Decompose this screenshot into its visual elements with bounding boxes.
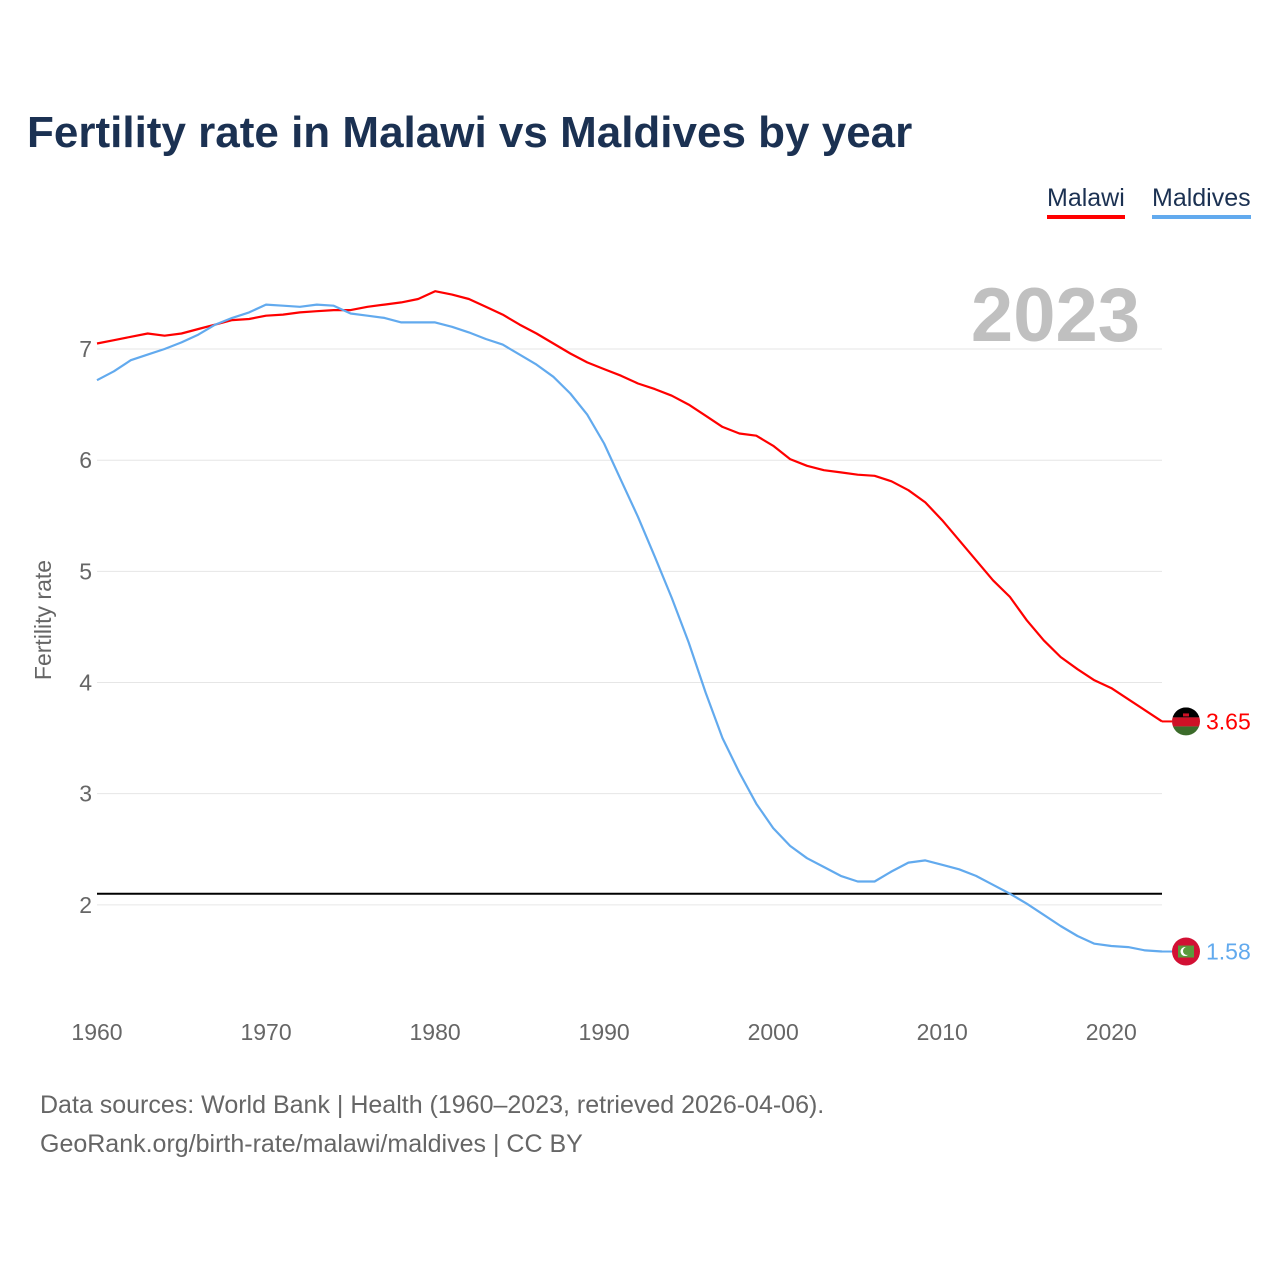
end-value-label: 1.58	[1206, 939, 1251, 965]
flag-sun	[1183, 713, 1189, 717]
legend-item-maldives[interactable]: Maldives	[1152, 184, 1251, 219]
flag-body	[1172, 707, 1200, 736]
flag-stripe-black	[1172, 707, 1200, 718]
source-link[interactable]: GeoRank.org/birth-rate/malawi/maldives |…	[40, 1130, 583, 1158]
x-tick-label: 1990	[579, 1019, 630, 1045]
maldives-flag-icon	[1172, 937, 1200, 966]
footer: Data sources: World Bank | Health (1960–…	[40, 1086, 824, 1164]
data-source-text: Data sources: World Bank | Health (1960–…	[40, 1091, 825, 1119]
x-tick-label: 1960	[71, 1019, 122, 1045]
y-tick-label: 6	[79, 447, 92, 473]
x-tick-label: 1980	[410, 1019, 461, 1045]
x-tick-label: 1970	[240, 1019, 291, 1045]
y-tick-label: 5	[79, 558, 92, 584]
y-tick-label: 2	[79, 892, 92, 918]
flag-stripe-green	[1172, 726, 1200, 736]
malawi-flag-icon	[1172, 707, 1200, 736]
end-value-label: 3.65	[1206, 708, 1251, 734]
series-line-maldives	[96, 303, 1163, 953]
crescent-inner	[1183, 947, 1191, 956]
legend-item-malawi[interactable]: Malawi	[1047, 184, 1125, 219]
flag-body	[1172, 937, 1200, 966]
series-line-malawi	[96, 290, 1163, 723]
flag-stripe-red	[1172, 717, 1200, 727]
x-tick-label: 2010	[917, 1019, 968, 1045]
chart-title: Fertility rate in Malawi vs Maldives by …	[27, 108, 913, 157]
x-tick-label: 2020	[1086, 1019, 1137, 1045]
y-tick-label: 4	[79, 670, 92, 696]
year-label: 2023	[971, 273, 1140, 358]
y-axis-label: Fertility rate	[30, 560, 56, 680]
y-tick-label: 7	[79, 336, 92, 362]
x-tick-label: 2000	[748, 1019, 799, 1045]
y-tick-label: 3	[79, 781, 92, 807]
